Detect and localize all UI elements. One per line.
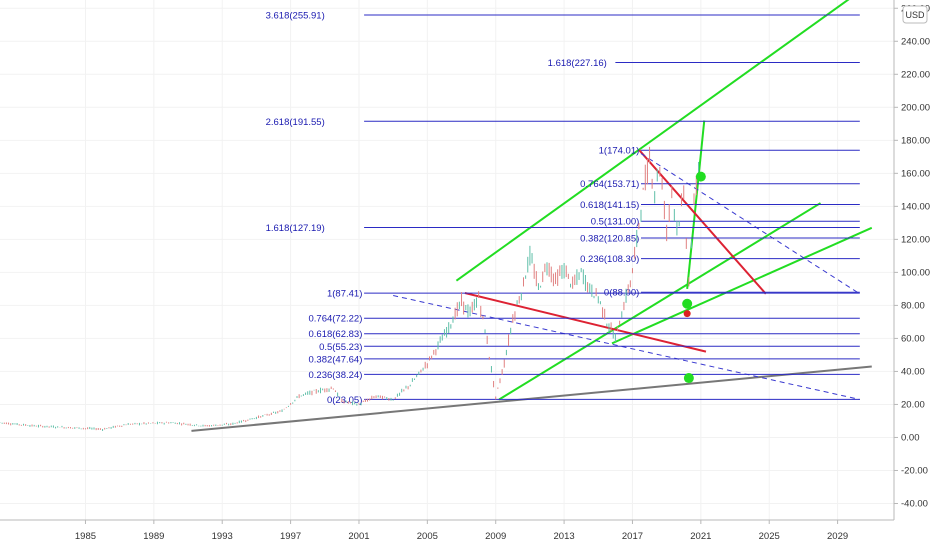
- y-axis: 260.00240.00220.00200.00180.00160.00140.…: [893, 0, 930, 520]
- dashed-trend-line: [640, 153, 861, 295]
- x-tick-label: 1985: [75, 531, 96, 542]
- fib-level-label: 0.236(38.24): [309, 370, 363, 381]
- fibonacci-levels: 3.618(255.91) 1.618(227.16) 2.618(191.55) 1…: [266, 11, 860, 406]
- trend-line: [498, 202, 822, 401]
- x-tick-label: 2017: [622, 531, 643, 542]
- x-tick-label: 1989: [143, 531, 164, 542]
- y-tick-label: -40.00: [901, 498, 928, 509]
- trend-line: [191, 365, 872, 432]
- trend-line: [638, 149, 767, 295]
- x-tick-label: 2013: [554, 531, 575, 542]
- fib-level-label: 1.618(227.16): [548, 58, 607, 69]
- dashed-trend-line: [393, 295, 860, 400]
- fib-level-label: 0(88.00): [604, 288, 639, 299]
- signal-marker: [695, 171, 706, 182]
- trend-line: [455, 0, 850, 282]
- trend-line: [611, 226, 873, 345]
- fib-level-label: 0.618(141.15): [580, 200, 639, 211]
- y-tick-label: -20.00: [901, 465, 928, 476]
- signal-marker: [683, 310, 691, 318]
- x-tick-label: 2025: [759, 531, 780, 542]
- fib-level-label: 0.382(120.85): [580, 233, 639, 244]
- x-tick-label: 2009: [485, 531, 506, 542]
- y-tick-label: 240.00: [901, 36, 930, 47]
- x-tick-label: 1993: [212, 531, 233, 542]
- fib-level-label: 0.764(72.22): [309, 314, 363, 325]
- fib-level-label: 0.5(55.23): [319, 342, 362, 353]
- y-tick-label: 140.00: [901, 201, 930, 212]
- chart-markers: [682, 171, 706, 384]
- y-tick-label: 100.00: [901, 267, 930, 278]
- x-tick-label: 2001: [348, 531, 369, 542]
- x-axis: 1985 1989 1993 1997 2001 2005 2009 2013 2017 2021…: [0, 519, 894, 542]
- y-tick-label: 200.00: [901, 102, 930, 113]
- fib-level-label: 2.618(191.55): [266, 117, 325, 128]
- fib-level-label: 1(174.01): [599, 146, 640, 157]
- y-tick-label: 160.00: [901, 168, 930, 179]
- y-tick-label: 0.00: [901, 432, 920, 443]
- fib-level-label: 1.618(127.19): [266, 223, 325, 234]
- fib-level-label: 0.236(108.30): [580, 254, 639, 265]
- y-tick-label: 220.00: [901, 69, 930, 80]
- currency-label: USD: [905, 10, 925, 20]
- fib-level-label: 1(87.41): [327, 289, 362, 300]
- signal-marker: [683, 373, 694, 384]
- x-tick-label: 2029: [827, 531, 848, 542]
- fib-level-label: 0.382(47.64): [309, 354, 363, 365]
- gridlines: [0, 0, 894, 520]
- currency-badge[interactable]: USD: [902, 5, 928, 24]
- fib-level-label: 0(23.05): [327, 395, 362, 406]
- y-tick-label: 120.00: [901, 234, 930, 245]
- fib-level-label: 0.764(153.71): [580, 179, 639, 190]
- y-tick-label: 20.00: [901, 399, 925, 410]
- y-tick-label: 180.00: [901, 135, 930, 146]
- x-tick-label: 2021: [690, 531, 711, 542]
- fib-level-label: 0.5(131.00): [591, 217, 640, 228]
- trend-line: [464, 292, 707, 353]
- fib-level-label: 3.618(255.91): [266, 11, 325, 22]
- fib-level-label: 0.618(62.83): [309, 329, 363, 340]
- x-tick-label: 2005: [417, 531, 438, 542]
- y-tick-label: 60.00: [901, 333, 925, 344]
- y-tick-label: 40.00: [901, 366, 925, 377]
- signal-marker: [682, 298, 693, 309]
- y-tick-label: 80.00: [901, 300, 925, 311]
- price-series: [0, 146, 700, 431]
- trend-lines: [191, 0, 873, 432]
- x-tick-label: 1997: [280, 531, 301, 542]
